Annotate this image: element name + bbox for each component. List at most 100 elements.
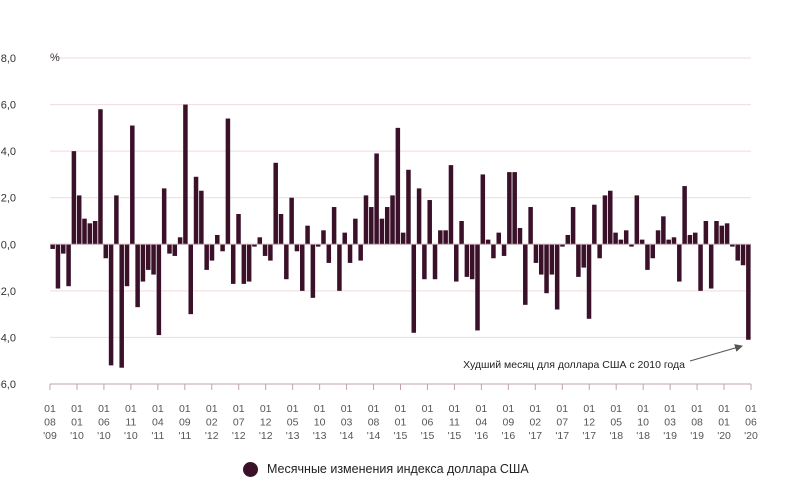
x-tick-label: 01 12'12: [259, 403, 273, 442]
legend-label: Месячные изменения индекса доллара США: [267, 462, 529, 476]
bar: [395, 127, 401, 245]
x-tick-label-line: 01: [395, 403, 407, 415]
x-tick-label-line: 01: [341, 403, 353, 415]
bar: [475, 244, 480, 331]
x-tick-label-line: 12: [583, 417, 595, 429]
bar: [278, 214, 284, 245]
bar: [119, 244, 124, 368]
x-tick-label-line: 05: [610, 417, 622, 429]
bar: [597, 244, 602, 259]
bar: [485, 239, 491, 245]
x-tick-label: 01 05'18: [609, 403, 623, 442]
x-tick-label-line: 06: [98, 417, 110, 429]
bar: [215, 234, 220, 245]
x-tick-label-line: 09: [179, 417, 191, 429]
x-tick-label-line: 02: [206, 417, 218, 429]
legend-marker: [243, 461, 258, 477]
x-tick-label-line: '13: [286, 430, 300, 442]
x-tick-label: 01 04'11: [151, 403, 164, 442]
x-tick-label-line: 03: [664, 417, 676, 429]
x-tick-label-line: 01: [664, 403, 676, 415]
bar: [687, 234, 693, 245]
bar: [438, 230, 443, 245]
x-tick-label-line: '12: [205, 430, 219, 442]
x-tick-label-line: 06: [422, 417, 434, 429]
bar: [708, 244, 714, 289]
bar: [677, 244, 682, 282]
x-tick-label: 01 06'15: [421, 403, 435, 442]
x-tick-label-line: '15: [394, 430, 408, 442]
x-tick-label-line: 08: [691, 417, 703, 429]
bar: [469, 244, 475, 280]
bar: [586, 244, 592, 319]
bar: [193, 176, 199, 245]
bar: [188, 244, 193, 315]
x-tick-label-line: 01: [583, 403, 595, 415]
x-tick-label: 01 07'12: [232, 403, 246, 442]
bar: [533, 244, 539, 263]
x-tick-label-line: 01: [71, 403, 83, 415]
worst-month-annotation: Худший месяц для доллара США с 2010 года: [463, 359, 685, 371]
bar: [703, 221, 709, 245]
bar: [199, 190, 204, 245]
bar: [432, 244, 438, 280]
bar: [523, 244, 528, 305]
bar: [262, 244, 268, 256]
x-tick-label-line: 01: [368, 403, 380, 415]
bar: [209, 244, 215, 261]
x-tick-label-line: 11: [125, 417, 136, 429]
bar: [98, 109, 103, 245]
y-tick-label: -6,0: [0, 379, 16, 391]
x-tick-label-line: 01: [152, 403, 164, 415]
x-tick-label-line: '18: [636, 430, 650, 442]
bar: [151, 244, 156, 275]
bar: [108, 244, 114, 366]
x-tick-label-line: 01: [98, 403, 110, 415]
x-tick-label: 01 10'18: [636, 403, 650, 442]
x-tick-label-line: '18: [609, 430, 623, 442]
x-tick-label-line: '19: [690, 430, 704, 442]
bar: [71, 151, 77, 245]
bar: [177, 237, 183, 245]
bar: [220, 244, 225, 252]
x-tick-label-line: '20: [744, 430, 758, 442]
x-tick-label-line: 01: [476, 403, 488, 415]
bar: [114, 195, 119, 245]
x-tick-label: 01 01'15: [394, 403, 408, 442]
bar: [692, 232, 698, 245]
bar: [549, 244, 555, 275]
x-tick-label: 01 02'17: [528, 403, 542, 442]
x-tick-label-line: '10: [97, 430, 111, 442]
bar: [87, 223, 93, 245]
bar: [501, 244, 507, 256]
bar: [629, 244, 634, 247]
bar: [321, 230, 326, 245]
bar: [512, 172, 517, 245]
x-tick-label-line: '20: [717, 430, 731, 442]
bar: [661, 216, 666, 245]
bar: [560, 244, 565, 247]
bar: [300, 244, 305, 291]
x-tick-label-line: '12: [259, 430, 273, 442]
x-tick-label-line: 01: [449, 403, 461, 415]
x-tick-label: 01 04'16: [475, 403, 489, 442]
x-tick-label: 01 03'14: [340, 403, 354, 442]
x-tick-label-line: 04: [476, 417, 488, 429]
x-tick-label-line: 10: [637, 417, 649, 429]
x-tick-label-line: '17: [555, 430, 569, 442]
bar: [666, 239, 671, 245]
bar: [724, 223, 730, 245]
x-tick-label-line: 01: [287, 403, 299, 415]
bar: [507, 172, 512, 245]
bar: [581, 244, 586, 268]
bar: [55, 244, 61, 289]
x-tick-label-line: '17: [582, 430, 596, 442]
x-tick-label-line: '15: [448, 430, 462, 442]
x-tick-label-line: 01: [44, 403, 56, 415]
bar: [650, 244, 656, 259]
x-tick-label: 01 09'16: [502, 403, 516, 442]
x-tick-label: 01 08'19: [690, 403, 704, 442]
bar: [645, 244, 650, 270]
x-tick-label-line: 01: [691, 403, 703, 415]
x-tick-label-line: 01: [206, 403, 218, 415]
